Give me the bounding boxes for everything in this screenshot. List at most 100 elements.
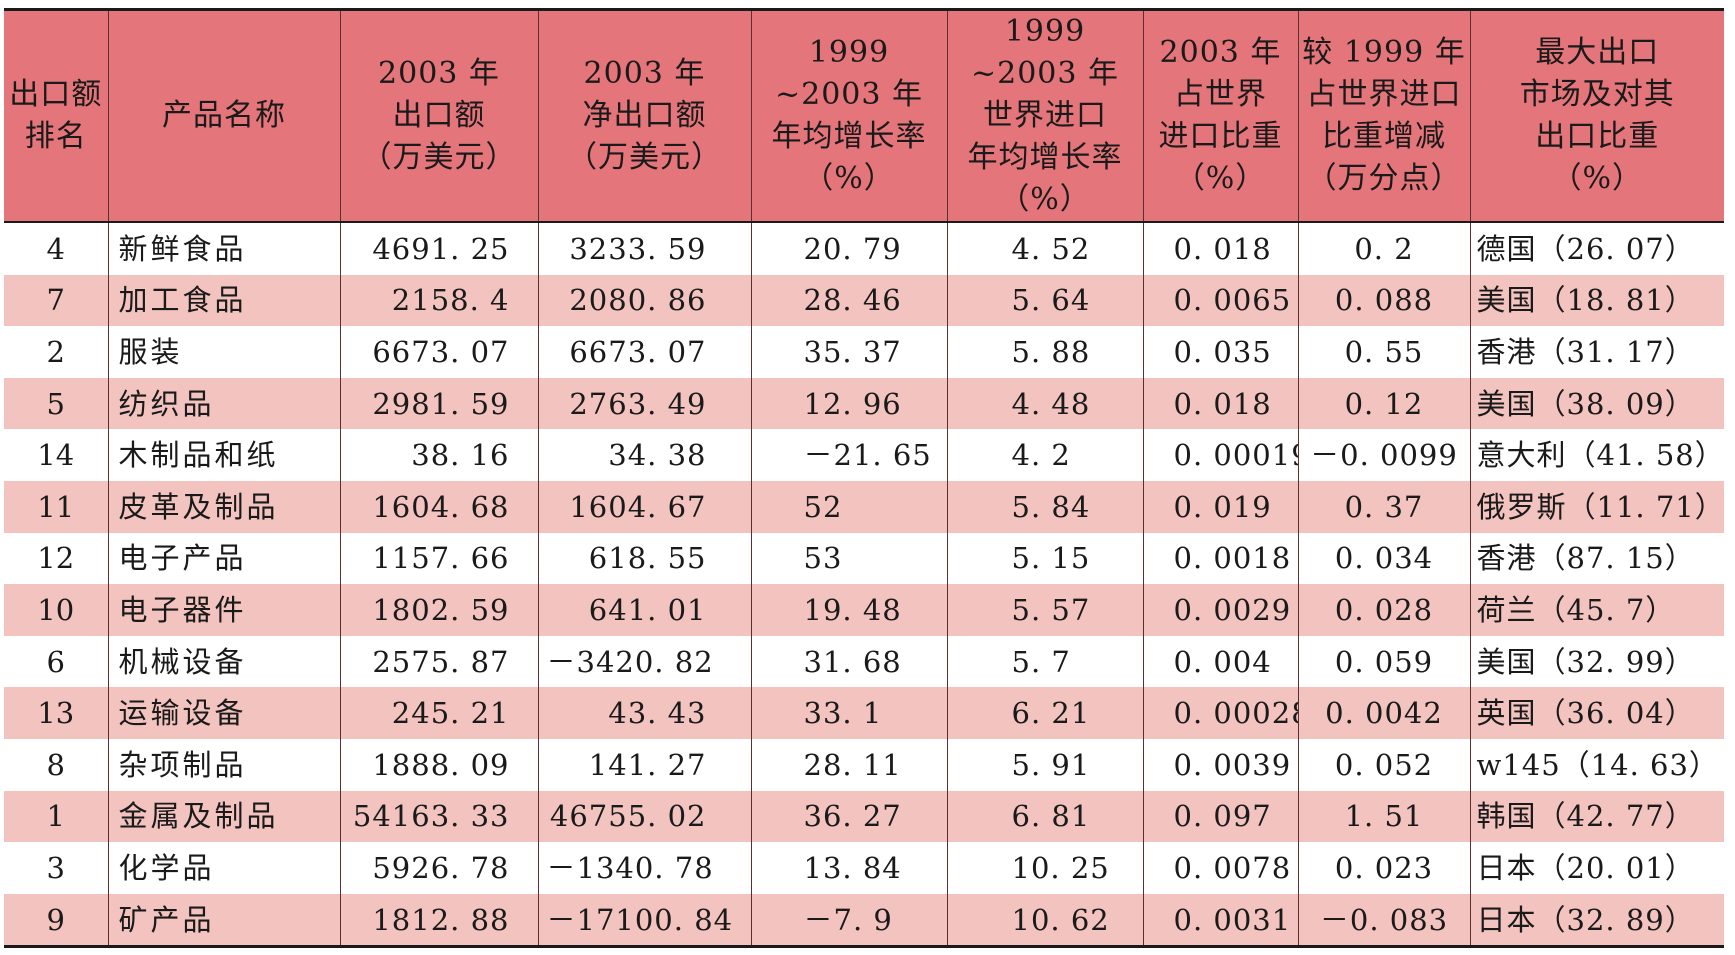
annual-growth-cell: 36. 27 <box>750 790 947 843</box>
world-share-cell: 0. 0018 <box>1142 532 1298 585</box>
rank-cell: 11 <box>4 480 108 533</box>
net-export-cell: 141. 27 <box>537 738 751 791</box>
annual-growth-cell: 28. 46 <box>750 274 947 327</box>
largest-market-cell: 美国（38. 09） <box>1469 377 1724 430</box>
share-change-cell: －0. 083 <box>1297 893 1470 947</box>
table-row: 9 矿产品 1812. 88 －17100. 84 －7. 9 10. 62 0. 0031… <box>4 893 1724 947</box>
header-largest-market: 最大出口 市场及对其 出口比重 （%） <box>1469 9 1724 223</box>
header-world-import-share: 2003 年 占世界 进口比重 （%） <box>1142 9 1298 223</box>
table-row: 3 化学品 5926. 78 －1340. 78 13. 84 10. 25 0. 0078… <box>4 842 1724 894</box>
product-name-cell: 机械设备 <box>107 635 340 688</box>
annual-growth-cell: 31. 68 <box>750 635 947 688</box>
share-change-cell: 0. 034 <box>1297 532 1470 585</box>
header-export-rank: 出口额 排名 <box>4 9 108 223</box>
share-change-cell: 0. 2 <box>1297 222 1470 275</box>
header-annual-growth: 1999 ~2003 年 年均增长率 （%） <box>750 9 947 223</box>
net-export-cell: 34. 38 <box>537 429 751 481</box>
header-product-name: 产品名称 <box>107 9 340 223</box>
export-value-cell: 38. 16 <box>339 429 538 481</box>
share-change-cell: －0. 0099 <box>1297 429 1470 481</box>
net-export-cell: 6673. 07 <box>537 326 751 378</box>
world-growth-cell: 4. 48 <box>946 377 1143 430</box>
world-growth-cell: 5. 84 <box>946 480 1143 533</box>
net-export-cell: －1340. 78 <box>537 842 751 894</box>
product-name-cell: 运输设备 <box>107 687 340 739</box>
product-name-cell: 纺织品 <box>107 377 340 430</box>
annual-growth-cell: 35. 37 <box>750 326 947 378</box>
rank-cell: 8 <box>46 747 65 782</box>
largest-market-cell: 韩国（42. 77） <box>1469 790 1724 843</box>
annual-growth-cell: 53 <box>750 532 947 585</box>
net-export-cell: 1604. 67 <box>537 480 751 533</box>
net-export-cell: －17100. 84 <box>537 893 751 947</box>
largest-market-cell: 意大利（41. 58） <box>1469 429 1724 481</box>
world-growth-cell: 5. 7 <box>946 635 1143 688</box>
largest-market-cell: 日本（32. 89） <box>1469 893 1724 947</box>
export-value-cell: 1157. 66 <box>339 532 538 585</box>
largest-market-cell: 德国（26. 07） <box>1469 222 1724 275</box>
largest-market-cell: 香港（31. 17） <box>1469 326 1724 378</box>
annual-growth-cell: －7. 9 <box>750 893 947 947</box>
world-growth-cell: 5. 64 <box>946 274 1143 327</box>
share-change-cell: 0. 023 <box>1297 842 1470 894</box>
annual-growth-cell: 12. 96 <box>750 377 947 430</box>
table-row: 11 皮革及制品 1604. 68 1604. 67 52 5. 84 0. 019 0. 3… <box>4 480 1724 533</box>
annual-growth-cell: －21. 65 <box>750 429 947 481</box>
table-row: 7 加工食品 2158. 4 2080. 86 28. 46 5. 64 0. 0065 0.… <box>4 274 1724 327</box>
export-products-table: 出口额 排名 产品名称 2003 年 出口额 （万美元） 2003 年 净出口额… <box>4 8 1724 949</box>
largest-market-cell: 英国（36. 04） <box>1469 687 1724 739</box>
export-value-cell: 2981. 59 <box>339 377 538 430</box>
export-value-cell: 54163. 33 <box>339 790 538 843</box>
rank-cell: 3 <box>46 850 65 885</box>
rank-cell: 5 <box>4 377 108 430</box>
net-export-cell: 2080. 86 <box>537 274 751 327</box>
rank-cell: 2 <box>46 334 65 369</box>
annual-growth-cell: 13. 84 <box>750 842 947 894</box>
export-value-cell: 5926. 78 <box>339 842 538 894</box>
share-change-cell: 0. 028 <box>1297 584 1470 636</box>
net-export-cell: －3420. 82 <box>537 635 751 688</box>
rank-cell: 13 <box>4 687 108 739</box>
largest-market-cell: 美国（18. 81） <box>1469 274 1724 327</box>
world-growth-cell: 5. 15 <box>946 532 1143 585</box>
share-change-cell: 0. 55 <box>1297 326 1470 378</box>
header-world-import-growth: 1999 ~2003 年 世界进口 年均增长率 （%） <box>946 9 1143 223</box>
share-change-cell: 1. 51 <box>1297 790 1470 843</box>
share-change-cell: 0. 0042 <box>1297 687 1470 739</box>
table-row: 1 金属及制品 54163. 33 46755. 02 36. 27 6. 81 0. 09… <box>4 790 1724 843</box>
export-value-cell: 1888. 09 <box>339 738 538 791</box>
table-row: 4 新鲜食品 4691. 25 3233. 59 20. 79 4. 52 0. 018 0.… <box>4 222 1724 275</box>
world-growth-cell: 6. 21 <box>946 687 1143 739</box>
world-share-cell: 0. 00028 <box>1142 687 1298 739</box>
world-growth-cell: 10. 62 <box>946 893 1143 947</box>
header-net-export-2003: 2003 年 净出口额 （万美元） <box>537 9 751 223</box>
largest-market-cell: 美国（32. 99） <box>1469 635 1724 688</box>
product-name-cell: 电子器件 <box>107 584 340 636</box>
annual-growth-cell: 19. 48 <box>750 584 947 636</box>
world-growth-cell: 5. 57 <box>946 584 1143 636</box>
world-share-cell: 0. 019 <box>1142 480 1298 533</box>
net-export-cell: 46755. 02 <box>537 790 751 843</box>
share-change-cell: 0. 37 <box>1297 480 1470 533</box>
export-value-cell: 1812. 88 <box>339 893 538 947</box>
rank-cell: 6 <box>46 644 65 679</box>
export-value-cell: 1604. 68 <box>339 480 538 533</box>
world-share-cell: 0. 0039 <box>1142 738 1298 791</box>
product-name-cell: 加工食品 <box>107 274 340 327</box>
world-share-cell: 0. 0031 <box>1142 893 1298 947</box>
product-name-cell: 服装 <box>107 326 340 378</box>
annual-growth-cell: 33. 1 <box>750 687 947 739</box>
world-share-cell: 0. 0078 <box>1142 842 1298 894</box>
annual-growth-cell: 28. 11 <box>750 738 947 791</box>
net-export-cell: 641. 01 <box>537 584 751 636</box>
world-share-cell: 0. 035 <box>1142 326 1298 378</box>
rank-cell: 1 <box>4 790 108 843</box>
export-value-cell: 1802. 59 <box>339 584 538 636</box>
rank-cell: 10 <box>4 584 108 636</box>
export-value-cell: 245. 21 <box>339 687 538 739</box>
net-export-cell: 3233. 59 <box>537 222 751 275</box>
export-value-cell: 6673. 07 <box>339 326 538 378</box>
annual-growth-cell: 20. 79 <box>750 222 947 275</box>
annual-growth-cell: 52 <box>750 480 947 533</box>
